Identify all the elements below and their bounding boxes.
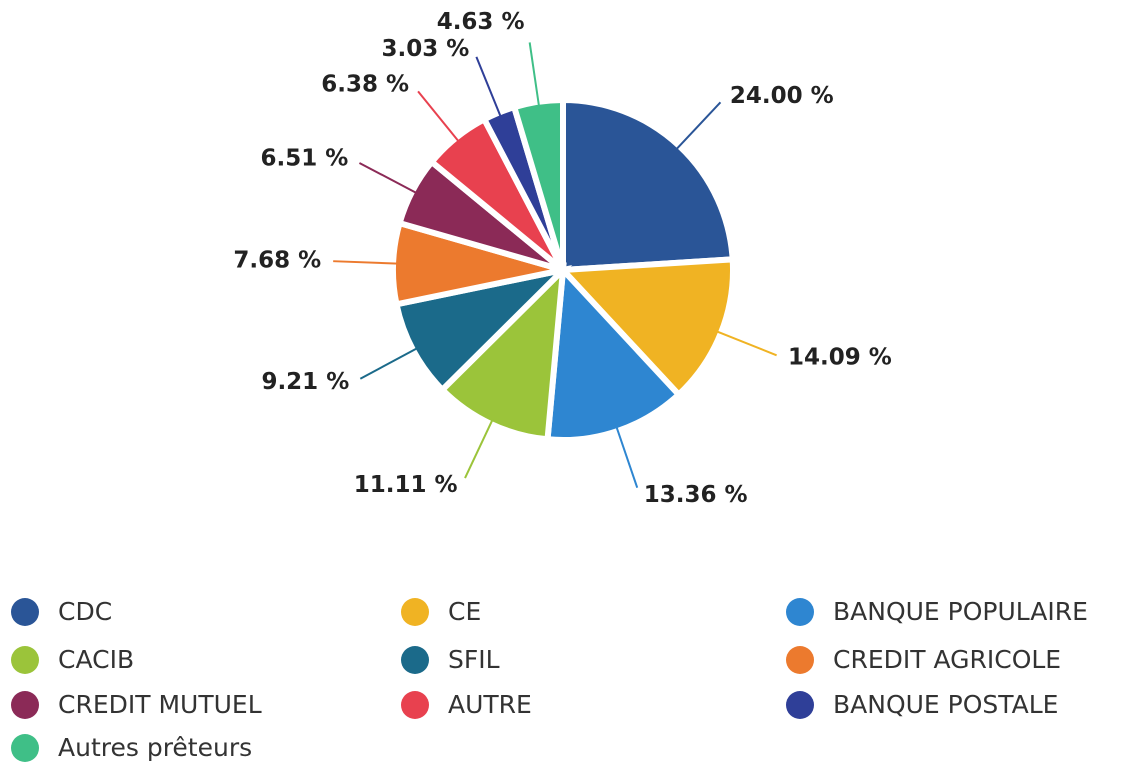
legend-swatch xyxy=(11,646,39,674)
leader-line xyxy=(615,425,639,489)
legend-swatch xyxy=(786,691,814,719)
legend-label: BANQUE POPULAIRE xyxy=(833,597,1088,626)
legend-swatch xyxy=(11,691,39,719)
leader-line xyxy=(475,56,502,118)
legend-label: AUTRE xyxy=(448,690,532,719)
legend-swatch xyxy=(401,598,429,626)
leader-line xyxy=(675,101,722,151)
value-label: 9.21 % xyxy=(261,369,349,395)
legend-label: BANQUE POSTALE xyxy=(833,690,1058,719)
pie-slice xyxy=(560,96,736,274)
value-label: 11.11 % xyxy=(354,472,458,498)
legend-label: CREDIT AGRICOLE xyxy=(833,645,1061,674)
leader-line xyxy=(417,90,460,143)
legend-swatch xyxy=(11,734,39,762)
value-label: 7.68 % xyxy=(233,247,321,273)
legend-swatch xyxy=(786,598,814,626)
value-label: 14.09 % xyxy=(788,345,892,371)
leader-line xyxy=(464,418,494,479)
value-label: 24.00 % xyxy=(730,83,834,109)
leader-line xyxy=(333,260,399,265)
legend-label: CDC xyxy=(58,597,112,626)
value-label: 3.03 % xyxy=(382,36,470,62)
legend-swatch xyxy=(401,691,429,719)
legend-label: CREDIT MUTUEL xyxy=(58,690,262,719)
value-label: 4.63 % xyxy=(437,9,525,35)
value-label: 6.51 % xyxy=(261,146,349,172)
leader-line xyxy=(358,162,418,195)
legend-swatch xyxy=(401,646,429,674)
value-label: 13.36 % xyxy=(644,482,748,508)
legend-label: CE xyxy=(448,597,481,626)
legend-swatch xyxy=(11,598,39,626)
value-label: 6.38 % xyxy=(321,72,409,98)
legend-label: SFIL xyxy=(448,645,500,674)
legend-swatch xyxy=(786,646,814,674)
leader-line xyxy=(715,330,777,357)
leader-line xyxy=(359,347,419,380)
legend-label: Autres prêteurs xyxy=(58,733,252,762)
leader-line xyxy=(528,42,541,107)
legend-label: CACIB xyxy=(58,645,134,674)
